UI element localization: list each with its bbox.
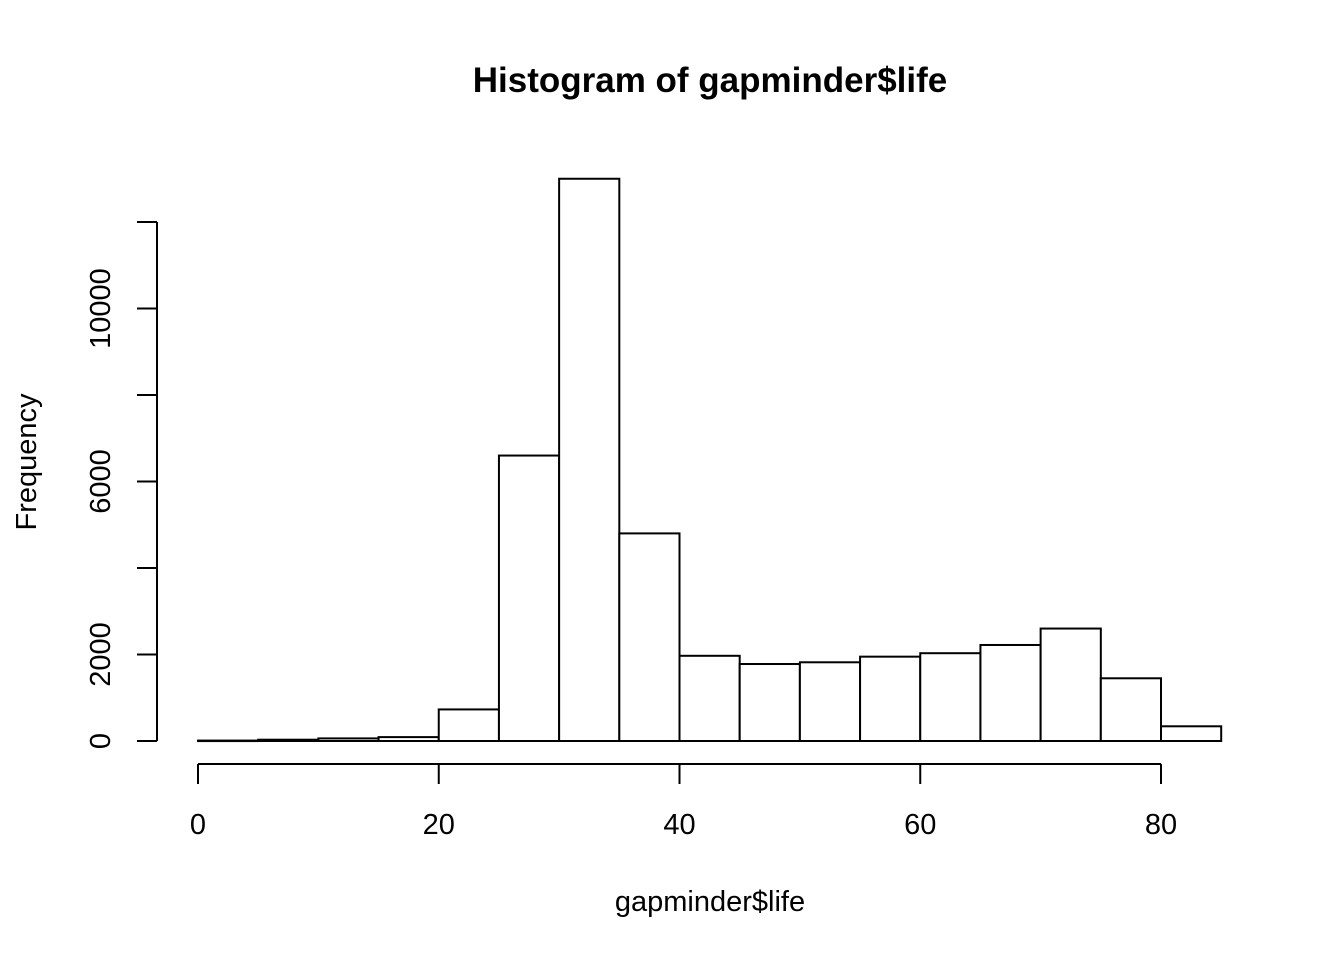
x-axis-label: gapminder$life: [615, 886, 805, 918]
histogram-bar-16: [1160, 725, 1223, 742]
x-tick-label-0: 0: [190, 809, 206, 841]
y-tick-label-3: 6000: [85, 449, 117, 514]
histogram-bar-1: [257, 738, 320, 743]
histogram-bar-15: [1099, 677, 1162, 742]
histogram-bar-2: [317, 737, 380, 743]
histogram-bar-10: [798, 661, 862, 742]
histogram-bar-8: [678, 654, 741, 742]
histogram-bar-13: [979, 643, 1042, 742]
histogram-bar-11: [859, 655, 922, 742]
histogram-bar-6: [558, 177, 621, 742]
y-axis: 0 2000 6000 10000: [85, 221, 158, 749]
histogram-bar-7: [618, 532, 681, 743]
histogram-bar-4: [437, 708, 500, 742]
histogram-bar-3: [377, 736, 440, 742]
x-tick-label-2: 40: [663, 809, 695, 841]
x-tick-label-4: 80: [1145, 809, 1177, 841]
histogram-bar-5: [497, 454, 561, 742]
histogram-bar-0: [197, 739, 260, 743]
histogram-bar-9: [738, 663, 801, 743]
x-tick-label-1: 20: [423, 809, 455, 841]
x-tick-label-3: 60: [904, 809, 936, 841]
y-axis-label: Frequency: [11, 393, 43, 531]
chart-title: Histogram of gapminder$life: [473, 61, 948, 100]
histogram-bar-14: [1039, 627, 1102, 742]
y-tick-label-1: 2000: [85, 622, 117, 687]
y-tick-label-5: 10000: [85, 268, 117, 349]
bars-group: [197, 177, 1223, 743]
x-axis: 0 20 40 60 80: [190, 763, 1177, 841]
histogram-bar-12: [919, 652, 982, 743]
y-tick-label-0: 0: [85, 733, 117, 749]
